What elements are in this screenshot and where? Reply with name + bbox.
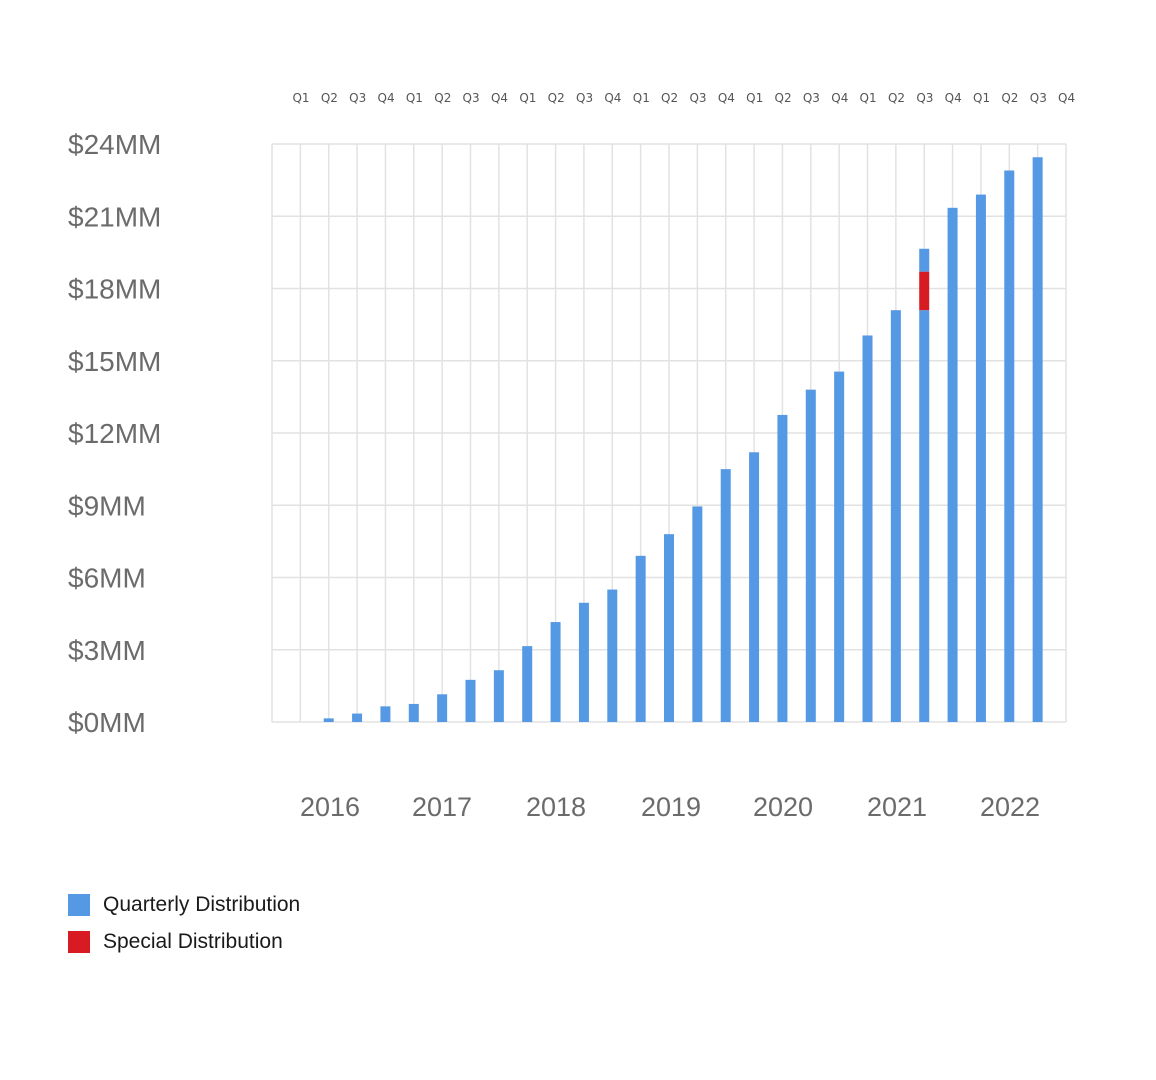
y-tick-label: $3MM (68, 635, 146, 666)
quarter-tick-label: Q4 (718, 91, 735, 105)
year-tick-label: 2022 (980, 792, 1040, 822)
bar-quarterly (805, 389, 816, 722)
year-tick-label: 2017 (412, 792, 472, 822)
y-tick-label: $24MM (68, 129, 161, 160)
year-tick-label: 2018 (526, 792, 586, 822)
bar-special (919, 271, 930, 311)
bar-quarterly (1004, 170, 1015, 722)
bar-quarterly (749, 452, 760, 722)
year-labels: 2016 2017 2018 2019 2020 2021 2022 (300, 792, 1040, 822)
bar-quarterly (607, 589, 618, 722)
bar-quarterly (834, 371, 845, 722)
quarter-tick-label: Q1 (746, 91, 763, 105)
y-tick-label: $15MM (68, 346, 161, 377)
y-tick-label: $0MM (68, 707, 146, 738)
y-tick-label: $21MM (68, 201, 161, 232)
quarter-labels: Q1 Q2 Q3 Q4 Q1 Q2 Q3 Q4 Q1 Q2 Q3 Q4 Q1 Q2 Q3 Q4 Q1 Q2 Q3 Q4… (292, 91, 1075, 105)
bar-quarterly (323, 718, 334, 722)
quarter-tick-label: Q2 (661, 91, 678, 105)
bar-quarterly (692, 506, 703, 722)
bar-quarterly (1032, 157, 1043, 722)
year-tick-label: 2019 (641, 792, 701, 822)
quarter-tick-label: Q4 (604, 91, 621, 105)
legend: Quarterly Distribution Special Distribut… (68, 886, 300, 960)
year-tick-label: 2021 (867, 792, 927, 822)
year-tick-label: 2016 (300, 792, 360, 822)
quarter-tick-label: Q2 (434, 91, 451, 105)
legend-item-quarterly: Quarterly Distribution (68, 886, 300, 923)
quarter-tick-label: Q3 (576, 91, 593, 105)
quarter-tick-label: Q3 (1030, 91, 1047, 105)
bar-quarterly (777, 414, 788, 722)
bar-quarterly (947, 207, 958, 723)
bar-quarterly (352, 713, 363, 722)
bar-quarterly (664, 534, 674, 722)
legend-label-quarterly: Quarterly Distribution (103, 892, 301, 916)
bar-quarterly (890, 310, 901, 722)
bar-quarterly (408, 703, 419, 722)
bar-quarterly (635, 555, 646, 722)
quarter-tick-label: Q3 (689, 91, 706, 105)
quarter-tick-label: Q3 (916, 91, 933, 105)
bar-quarterly (522, 646, 533, 722)
legend-swatch-special (68, 930, 90, 953)
quarter-tick-label: Q2 (775, 91, 792, 105)
bar-quarterly (862, 335, 873, 722)
quarter-tick-label: Q2 (888, 91, 905, 105)
y-tick-label: $12MM (68, 418, 161, 449)
bar-quarterly (465, 679, 476, 722)
bar-quarterly (380, 706, 391, 722)
quarter-tick-label: Q4 (945, 91, 962, 105)
bar-quarterly (919, 248, 930, 272)
quarter-tick-label: Q4 (831, 91, 848, 105)
y-tick-label: $6MM (68, 563, 146, 594)
quarter-tick-label: Q2 (321, 91, 338, 105)
bar-quarterly (578, 602, 589, 722)
quarter-tick-label: Q1 (633, 91, 650, 105)
bar-quarterly (493, 670, 504, 722)
quarter-tick-label: Q2 (1001, 91, 1018, 105)
y-axis-labels: $0MM $3MM $6MM $9MM $12MM $15MM $18MM $21MM $24M… (68, 129, 161, 738)
quarter-tick-label: Q1 (973, 91, 990, 105)
legend-item-special: Special Distribution (68, 923, 300, 960)
bar-quarterly (975, 194, 986, 722)
y-tick-label: $9MM (68, 490, 146, 521)
quarter-tick-label: Q4 (491, 91, 508, 105)
bar-quarterly (720, 469, 731, 722)
quarter-tick-label: Q3 (803, 91, 820, 105)
bar-quarterly (550, 622, 561, 722)
bar-quarterly (919, 310, 930, 722)
y-tick-label: $18MM (68, 274, 161, 305)
bars (323, 157, 1043, 723)
quarter-tick-label: Q1 (519, 91, 536, 105)
quarter-tick-label: Q4 (378, 91, 395, 105)
legend-label-special: Special Distribution (103, 929, 283, 953)
quarter-tick-label: Q3 (463, 91, 480, 105)
quarter-tick-label: Q1 (292, 91, 309, 105)
legend-swatch-quarterly (68, 893, 90, 916)
quarter-tick-label: Q3 (349, 91, 366, 105)
bar-quarterly (437, 694, 448, 722)
year-tick-label: 2020 (753, 792, 813, 822)
quarter-tick-label: Q1 (860, 91, 877, 105)
quarter-tick-label: Q2 (548, 91, 565, 105)
quarter-tick-label: Q4 (1058, 91, 1075, 105)
quarter-tick-label: Q1 (406, 91, 423, 105)
